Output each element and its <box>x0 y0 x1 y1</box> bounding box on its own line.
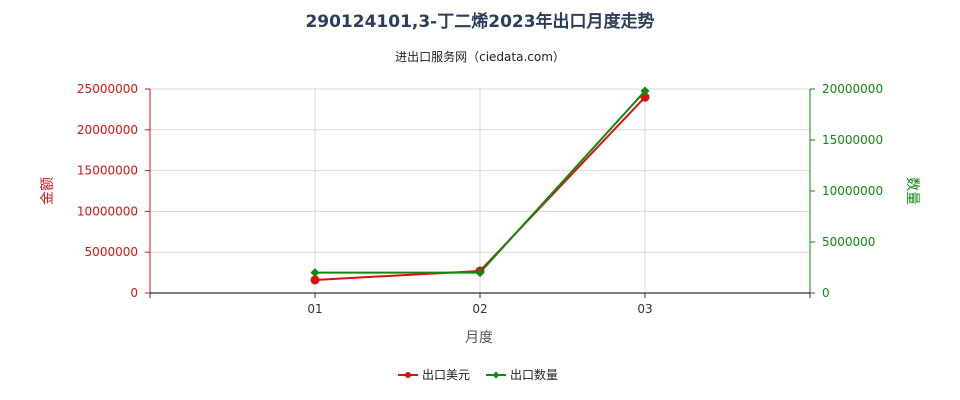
x-tick-label: 02 <box>472 302 487 316</box>
right-tick-label: 0 <box>822 286 830 300</box>
gridlines <box>150 88 810 293</box>
left-axis-ticks: 0 5000000 10000000 15000000 20000000 25000000 <box>77 82 150 300</box>
left-tick-label: 25000000 <box>77 82 138 96</box>
x-axis-title: 月度 <box>465 330 493 346</box>
x-axis-ticks: 01 02 03 <box>149 293 811 316</box>
x-tick-label: 03 <box>637 302 652 316</box>
right-tick-label: 20000000 <box>822 82 883 96</box>
right-tick-label: 5000000 <box>822 235 875 249</box>
legend: 出口美元 出口数量 <box>398 367 558 382</box>
left-tick-label: 0 <box>130 286 138 300</box>
left-tick-label: 10000000 <box>77 204 138 218</box>
data-point-series-2-03[interactable] <box>640 86 650 96</box>
right-axis-title: 数量 <box>904 177 920 205</box>
data-point-series-2-02[interactable] <box>475 268 485 278</box>
x-tick-label: 01 <box>307 302 322 316</box>
left-tick-label: 15000000 <box>77 164 138 178</box>
legend-label: 出口数量 <box>510 367 558 382</box>
left-tick-label: 20000000 <box>77 123 138 137</box>
data-point-series-1-01[interactable] <box>310 275 320 285</box>
legend-marker <box>405 372 411 378</box>
left-axis-title: 金额 <box>40 177 56 205</box>
legend-marker <box>492 371 500 379</box>
right-axis-ticks: 0 5000000 10000000 15000000 20000000 <box>810 82 883 300</box>
right-tick-label: 15000000 <box>822 133 883 147</box>
legend-item-2[interactable]: 出口数量 <box>486 367 558 382</box>
series-group <box>310 86 650 285</box>
right-tick-label: 10000000 <box>822 184 883 198</box>
chart-title: 290124101,3-丁二烯2023年出口月度走势 <box>305 11 654 32</box>
left-tick-label: 5000000 <box>85 245 138 259</box>
legend-label: 出口美元 <box>422 368 470 382</box>
legend-item-1[interactable]: 出口美元 <box>398 368 470 382</box>
chart-subtitle: 进出口服务网（ciedata.com） <box>395 49 565 64</box>
data-point-series-2-01[interactable] <box>310 268 320 278</box>
